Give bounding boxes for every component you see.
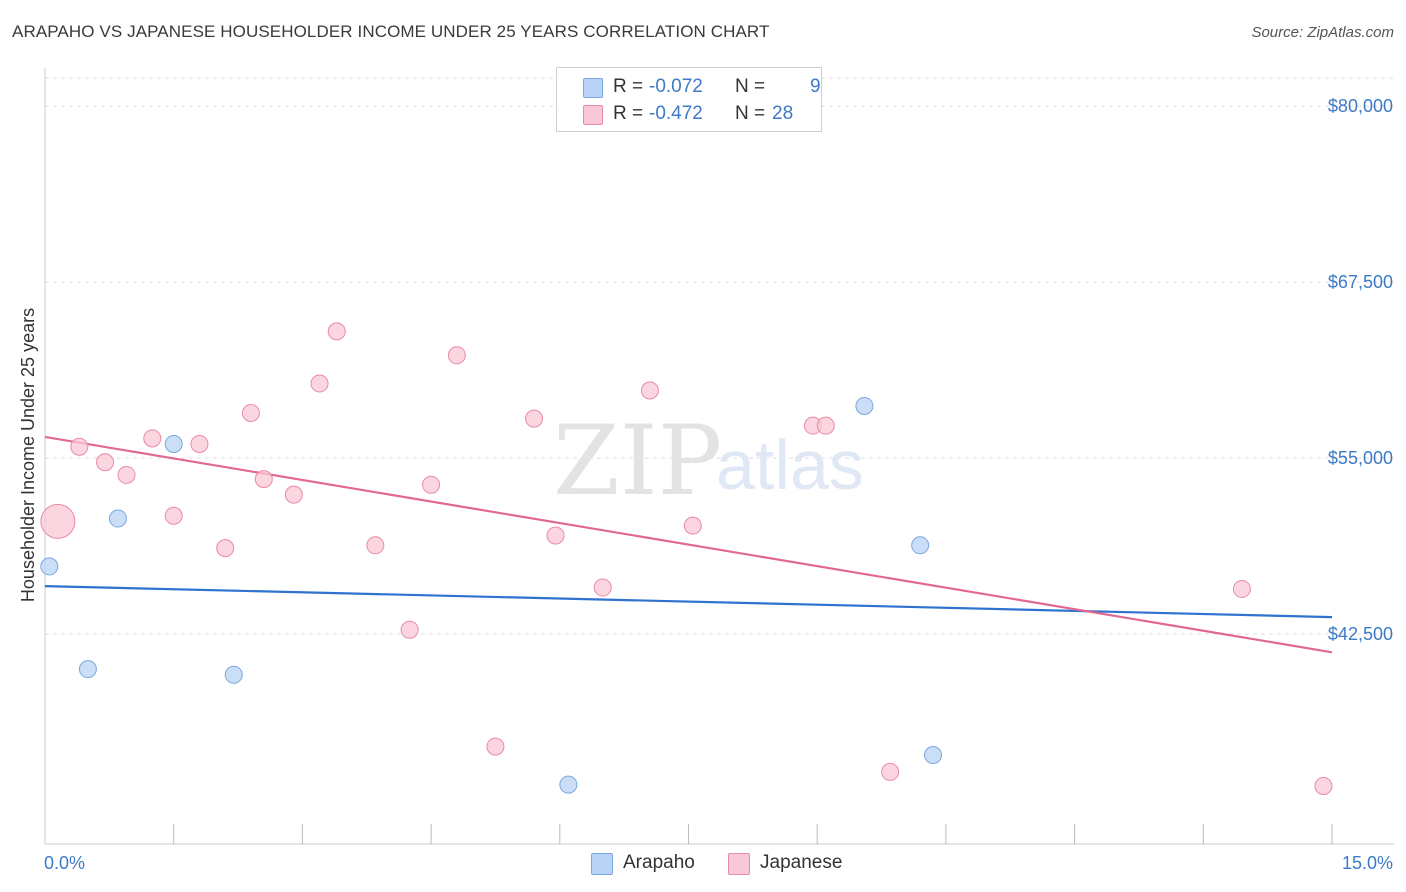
trend-line-arapaho — [44, 585, 1333, 619]
point-japanese — [881, 762, 900, 781]
n-label: N = — [735, 76, 766, 97]
point-japanese — [96, 453, 115, 472]
point-arapaho — [224, 665, 243, 684]
y-tick-label: $67,500 — [1328, 272, 1393, 292]
correlation-legend: R = -0.072 N = 9 R = -0.472 N = 28 — [556, 67, 822, 132]
y-axis-label: Householder Income Under 25 years — [18, 308, 38, 602]
japanese-legend-label: Japanese — [760, 852, 843, 873]
x-tick-labels: 0.0% 15.0% — [44, 853, 1393, 873]
x-tick-label: 15.0% — [1342, 853, 1393, 873]
point-japanese — [164, 506, 183, 525]
point-japanese — [284, 485, 303, 504]
n-label: N = — [735, 103, 766, 124]
point-arapaho — [924, 746, 943, 765]
arapaho-legend-label: Arapaho — [623, 852, 695, 873]
point-japanese — [816, 416, 835, 435]
point-japanese — [422, 475, 441, 494]
point-arapaho — [164, 434, 183, 453]
point-japanese — [40, 503, 76, 539]
point-japanese — [327, 322, 346, 341]
point-japanese — [190, 434, 209, 453]
watermark-zip: ZIP — [553, 405, 722, 517]
point-japanese — [254, 470, 273, 489]
source-label: Source: ZipAtlas.com — [1251, 24, 1394, 41]
point-japanese — [1232, 579, 1251, 598]
watermark-atlas: atlas — [716, 426, 864, 504]
point-arapaho — [559, 775, 578, 794]
y-tick-label: $80,000 — [1328, 96, 1393, 116]
chart-title: ARAPAHO VS JAPANESE HOUSEHOLDER INCOME U… — [12, 22, 770, 41]
arapaho-legend-swatch — [591, 853, 613, 875]
n-value: 9 — [810, 76, 821, 97]
point-japanese — [216, 539, 235, 558]
point-japanese — [546, 526, 565, 545]
point-japanese — [640, 381, 659, 400]
point-japanese — [143, 429, 162, 448]
point-arapaho — [40, 557, 59, 576]
point-japanese — [486, 737, 505, 756]
point-arapaho — [78, 660, 97, 679]
data-points — [40, 322, 1333, 795]
point-arapaho — [855, 396, 874, 415]
point-arapaho — [108, 509, 127, 528]
point-japanese — [117, 465, 136, 484]
point-japanese — [400, 620, 419, 639]
point-japanese — [525, 409, 544, 428]
point-japanese — [366, 536, 385, 555]
point-japanese — [683, 516, 702, 535]
y-tick-label: $42,500 — [1328, 624, 1393, 644]
point-japanese — [447, 346, 466, 365]
y-tick-labels: $42,500 $55,000 $67,500 $80,000 — [1328, 96, 1393, 644]
point-japanese — [593, 578, 612, 597]
axes — [44, 68, 1394, 845]
point-japanese — [241, 403, 260, 422]
point-japanese — [70, 437, 89, 456]
r-label: R = — [613, 103, 644, 124]
n-value: 28 — [772, 103, 794, 124]
x-tick-label: 0.0% — [44, 853, 85, 873]
arapaho-swatch — [583, 78, 603, 98]
watermark: ZIP atlas — [553, 405, 864, 517]
r-value: -0.472 — [649, 103, 703, 124]
point-japanese — [1314, 776, 1333, 795]
japanese-swatch — [583, 105, 603, 125]
point-japanese — [310, 374, 329, 393]
point-arapaho — [911, 536, 930, 555]
japanese-legend-swatch — [728, 853, 750, 875]
r-label: R = — [613, 76, 644, 97]
r-value: -0.072 — [649, 76, 703, 97]
y-tick-label: $55,000 — [1328, 448, 1393, 468]
